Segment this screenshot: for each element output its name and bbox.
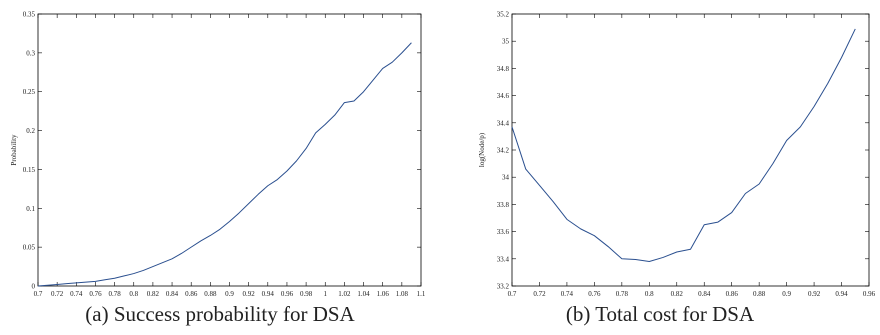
chart-a-x-tick-label: 0.78 (108, 290, 121, 298)
chart-a-x-tick-label: 0.96 (281, 290, 294, 298)
chart-a-x-tick-label: 0.86 (185, 290, 198, 298)
cost-chart: 0.7 0.72 0.74 0.76 0.78 0.8 0.82 0.84 0.86 0.88 0.… (478, 11, 876, 299)
chart-b-plot-frame (511, 13, 870, 287)
chart-a-y-tick-label: 0.05 (23, 244, 36, 252)
chart-a-x-tick-label: 0.8 (129, 290, 138, 298)
chart-a-x-tick-label: 0.74 (70, 290, 83, 298)
chart-a-x-tick-label: 0.72 (51, 290, 64, 298)
chart-b-x-tick-label: 0.76 (588, 290, 601, 298)
chart-b-x-tick-label: 0.72 (533, 290, 546, 298)
chart-a-x-tick-label: 1.1 (417, 290, 426, 298)
chart-a-x-tick-label: 1.02 (338, 290, 351, 298)
chart-b-x-tick-label: 0.86 (726, 290, 739, 298)
chart-b-x-tick-label: 0.9 (782, 290, 791, 298)
chart-a-series-line-0 (37, 42, 412, 287)
chart-b-y-axis-label: log(Node/p) (478, 132, 486, 167)
chart-b-y-tick-label: 35 (502, 38, 510, 46)
chart-b-y-tick-label: 34.4 (497, 119, 510, 127)
chart-b-series-line-0 (511, 28, 856, 263)
chart-b-y-tick-label: 34.6 (497, 92, 510, 100)
chart-a-x-tick-label: 1 (324, 290, 328, 298)
chart-b-x-tick-label: 0.92 (808, 290, 821, 298)
chart-panel-a: 0.7 0.72 0.74 0.76 0.78 0.8 0.82 0.84 0.86 0.88 0.… (10, 11, 426, 327)
chart-b-y-tick-label: 34.8 (497, 65, 510, 73)
chart-b-y-tick-label: 34.2 (497, 147, 510, 155)
chart-b-x-tick-label: 0.78 (616, 290, 629, 298)
chart-b-y-tick-label: 35.2 (497, 11, 510, 19)
chart-a-x-tick-label: 0.76 (89, 290, 102, 298)
chart-b-x-tick-label: 0.84 (698, 290, 711, 298)
chart-b-x-tick-label: 0.8 (645, 290, 654, 298)
chart-b-x-tick-label: 0.74 (561, 290, 574, 298)
chart-a-y-tick-label: 0.35 (23, 11, 36, 19)
caption-b: (b) Total cost for DSA (565, 302, 755, 326)
chart-panel-b: 0.7 0.72 0.74 0.76 0.78 0.8 0.82 0.84 0.86 0.88 0.… (440, 0, 880, 335)
chart-b-x-tick-label: 0.7 (508, 290, 517, 298)
chart-b-x-tick-label: 0.94 (835, 290, 848, 298)
chart-b-y-tick-label: 33.6 (497, 228, 510, 236)
chart-a-x-tick-label: 0.9 (225, 290, 234, 298)
chart-a-y-axis-label: Probability (10, 134, 18, 166)
chart-a-x-tick-label: 1.04 (357, 290, 370, 298)
chart-a-x-tick-label: 1.06 (377, 290, 390, 298)
chart-b-x-tick-label: 0.82 (671, 290, 684, 298)
chart-a-x-tick-label: 0.98 (300, 290, 313, 298)
chart-a-plot-frame (37, 13, 422, 287)
chart-b-y-tick-label: 33.2 (497, 283, 510, 291)
chart-a-x-tick-label: 0.88 (204, 290, 217, 298)
chart-a-x-tick-label: 1.08 (396, 290, 409, 298)
probability-chart: 0.7 0.72 0.74 0.76 0.78 0.8 0.82 0.84 0.86 0.88 0.… (10, 11, 426, 299)
chart-a-x-tick-label: 0.7 (34, 290, 43, 298)
caption-a: (a) Success probability for DSA (85, 302, 355, 326)
chart-b-y-tick-label: 33.8 (497, 201, 510, 209)
chart-a-y-tick-label: 0.3 (26, 49, 35, 57)
chart-b-y-tick-label: 34 (502, 174, 510, 182)
chart-a-y-tick-label: 0.15 (23, 166, 36, 174)
chart-a-y-tick-label: 0.25 (23, 88, 36, 96)
chart-b-x-tick-label: 0.96 (863, 290, 876, 298)
chart-a-y-tick-label: 0.2 (26, 127, 35, 135)
chart-a-x-tick-label: 0.94 (262, 290, 275, 298)
chart-a-x-tick-label: 0.82 (147, 290, 160, 298)
chart-a-x-tick-label: 0.92 (243, 290, 256, 298)
chart-b-y-tick-label: 33.4 (497, 255, 510, 263)
chart-a-y-tick-label: 0 (32, 283, 36, 291)
chart-a-y-tick-label: 0.1 (26, 205, 35, 213)
chart-b-x-tick-label: 0.88 (753, 290, 766, 298)
chart-a-x-tick-label: 0.84 (166, 290, 179, 298)
